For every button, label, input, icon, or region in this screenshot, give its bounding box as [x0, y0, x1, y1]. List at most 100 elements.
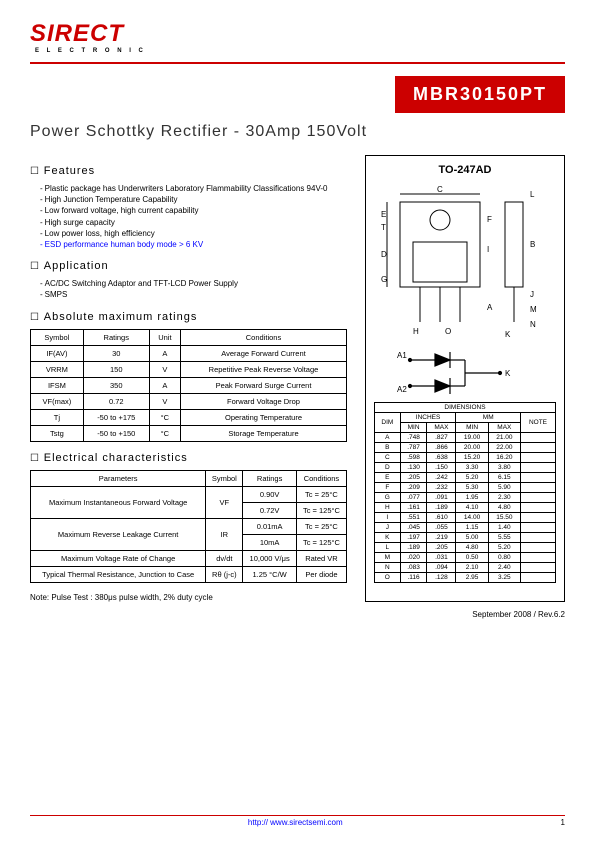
dim-cell: G [375, 493, 401, 503]
dim-cell: .161 [400, 503, 427, 513]
elec-cell: Tc = 25°C [296, 518, 346, 534]
dim-cell: .130 [400, 463, 427, 473]
elec-cell: 1.25 °C/W [243, 566, 297, 582]
dim-cell: .091 [427, 493, 456, 503]
elec-cell: Tc = 25°C [296, 486, 346, 502]
dim-cell: 14.00 [456, 513, 488, 523]
absmax-cell: Forward Voltage Drop [181, 393, 347, 409]
dim-cell: 21.00 [488, 433, 520, 443]
page-footer: http:// www.sirectsemi.com 1 [30, 815, 565, 827]
absmax-heading: Absolute maximum ratings [30, 311, 347, 323]
dim-cell: 5.20 [456, 473, 488, 483]
dim-cell: .610 [427, 513, 456, 523]
dim-col: DIM [375, 413, 401, 433]
dim-cell: F [375, 483, 401, 493]
dim-cell: 0.80 [488, 553, 520, 563]
features-list: Plastic package has Underwriters Laborat… [40, 183, 347, 250]
elec-col: Parameters [31, 470, 206, 486]
elec-cell: IR [206, 518, 243, 550]
elec-cell: 0.01mA [243, 518, 297, 534]
elec-cell: 0.90V [243, 486, 297, 502]
dim-cell: .232 [427, 483, 456, 493]
dim-cell [520, 543, 555, 553]
absmax-cell: VF(max) [31, 393, 84, 409]
dim-cell [520, 463, 555, 473]
dim-cell: .077 [400, 493, 427, 503]
dim-cell: O [375, 573, 401, 583]
dim-cell [520, 453, 555, 463]
dim-cell: N [375, 563, 401, 573]
svg-text:T: T [381, 223, 386, 232]
elec-table: Parameters Symbol Ratings Conditions Max… [30, 470, 347, 583]
application-item: AC/DC Switching Adaptor and TFT-LCD Powe… [40, 278, 347, 289]
elec-cell: Maximum Instantaneous Forward Voltage [31, 486, 206, 518]
absmax-cell: °C [149, 409, 180, 425]
dim-cell: 3.30 [456, 463, 488, 473]
elec-heading: Electrical characteristics [30, 452, 347, 464]
absmax-col: Symbol [31, 329, 84, 345]
dim-cell: 2.40 [488, 563, 520, 573]
dim-cell: K [375, 533, 401, 543]
absmax-cell: Repetitive Peak Reverse Voltage [181, 361, 347, 377]
page-title: Power Schottky Rectifier - 30Amp 150Volt [30, 123, 565, 141]
dim-cell: 4.80 [456, 543, 488, 553]
dim-cell [520, 493, 555, 503]
dim-cell: E [375, 473, 401, 483]
svg-text:O: O [445, 327, 451, 336]
feature-item: Low power loss, high efficiency [40, 228, 347, 239]
dim-cell: I [375, 513, 401, 523]
dim-cell [520, 563, 555, 573]
dim-cell [520, 433, 555, 443]
elec-cell: dv/dt [206, 550, 243, 566]
dim-cell: .242 [427, 473, 456, 483]
dim-col: INCHES [400, 413, 456, 423]
svg-text:I: I [487, 245, 489, 254]
dim-cell: 4.10 [456, 503, 488, 513]
dim-cell: B [375, 443, 401, 453]
dim-cell: 1.95 [456, 493, 488, 503]
elec-cell: Tc = 125°C [296, 534, 346, 550]
dim-cell: .748 [400, 433, 427, 443]
dim-cell: .094 [427, 563, 456, 573]
logo-main: SIRECT [30, 20, 565, 48]
svg-text:H: H [413, 327, 419, 336]
application-heading: Application [30, 260, 347, 272]
dim-cell: .128 [427, 573, 456, 583]
dim-col: NOTE [520, 413, 555, 433]
dim-cell: .189 [400, 543, 427, 553]
absmax-cell: IFSM [31, 377, 84, 393]
features-heading: Features [30, 165, 347, 177]
dim-cell: .197 [400, 533, 427, 543]
elec-col: Conditions [296, 470, 346, 486]
absmax-cell: 30 [83, 345, 149, 361]
svg-text:A: A [487, 303, 493, 312]
absmax-cell: A [149, 377, 180, 393]
dim-cell: 3.80 [488, 463, 520, 473]
elec-cell: Maximum Voltage Rate of Change [31, 550, 206, 566]
absmax-col: Unit [149, 329, 180, 345]
absmax-col: Conditions [181, 329, 347, 345]
dim-cell: C [375, 453, 401, 463]
feature-item: Plastic package has Underwriters Laborat… [40, 183, 347, 194]
elec-cell: Per diode [296, 566, 346, 582]
package-panel: TO-247AD C E T D G H [365, 155, 565, 602]
dim-cell: 19.00 [456, 433, 488, 443]
dim-col: MIN [456, 423, 488, 433]
dim-cell [520, 473, 555, 483]
dim-cell: 5.90 [488, 483, 520, 493]
dim-cell: .150 [427, 463, 456, 473]
absmax-cell: Tj [31, 409, 84, 425]
absmax-cell: Operating Temperature [181, 409, 347, 425]
dim-cell: J [375, 523, 401, 533]
elec-cell: 0.72V [243, 502, 297, 518]
dim-cell: .205 [427, 543, 456, 553]
revision-text: September 2008 / Rev.6.2 [30, 610, 565, 619]
dim-cell: 2.10 [456, 563, 488, 573]
dim-cell: 0.50 [456, 553, 488, 563]
absmax-cell: 150 [83, 361, 149, 377]
absmax-cell: V [149, 361, 180, 377]
dim-col: MIN [400, 423, 427, 433]
dim-cell: 5.00 [456, 533, 488, 543]
dim-cell [520, 523, 555, 533]
dim-col: MAX [488, 423, 520, 433]
